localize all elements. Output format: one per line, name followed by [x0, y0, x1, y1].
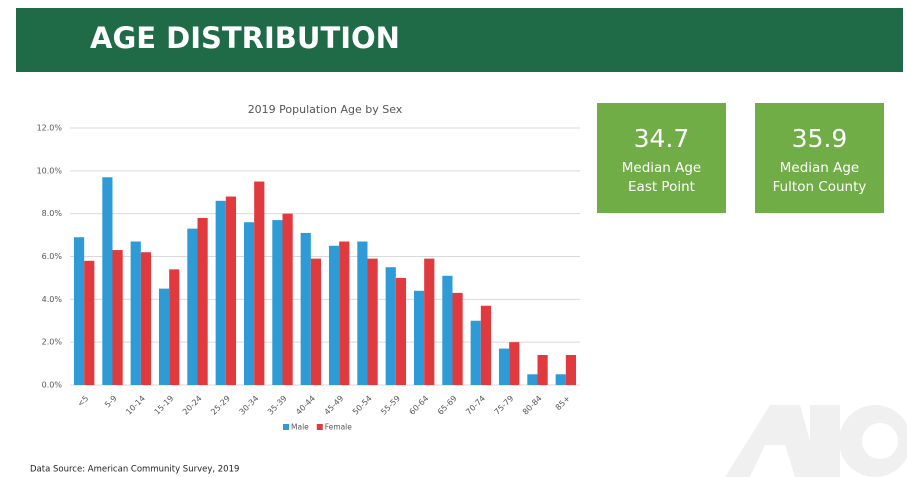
bar [385, 267, 396, 385]
bar [225, 196, 237, 385]
stat-value: 34.7 [634, 124, 690, 153]
bar [480, 305, 492, 385]
x-tick-label: 15-19 [153, 394, 176, 417]
bar [328, 245, 340, 385]
x-tick-label: 35-39 [266, 394, 289, 417]
bar [243, 222, 255, 385]
chart-title: 2019 Population Age by Sex [248, 103, 403, 116]
bar [130, 241, 141, 385]
bar [158, 288, 170, 385]
bar [112, 250, 123, 385]
stat-value: 35.9 [792, 124, 848, 153]
bar [498, 348, 510, 385]
bar [367, 258, 378, 385]
stat-place: Fulton County [773, 179, 867, 195]
y-tick-label: 12.0% [37, 124, 63, 133]
x-tick-label: 85+ [554, 394, 572, 412]
y-tick-label: 2.0% [42, 338, 63, 347]
x-tick-label: 5-9 [103, 394, 119, 410]
x-tick-label: 45-49 [323, 394, 346, 417]
bar [509, 342, 520, 385]
bar [140, 252, 152, 385]
bar [254, 181, 265, 385]
bar [187, 228, 198, 385]
bar [424, 258, 435, 385]
y-tick-label: 4.0% [42, 295, 63, 304]
x-tick-label: 50-54 [351, 394, 374, 417]
legend-label: Male [291, 423, 309, 432]
slide-title: AGE DISTRIBUTION [90, 21, 400, 55]
x-tick-label: 10-14 [124, 394, 147, 417]
bar [442, 275, 453, 385]
stat-label: Median Age [780, 160, 860, 176]
bar [215, 200, 226, 385]
y-tick-label: 10.0% [37, 166, 63, 175]
legend-swatch [316, 424, 323, 430]
bar [310, 258, 322, 385]
bar [527, 374, 538, 385]
bar [470, 320, 481, 385]
bar [452, 292, 463, 385]
x-tick-label: 70-74 [464, 394, 487, 417]
x-tick-label: 60-64 [408, 394, 431, 417]
bar [555, 374, 566, 385]
x-tick-label: 55-59 [379, 394, 402, 417]
bar [537, 355, 548, 385]
watermark [725, 405, 907, 477]
bar [102, 177, 113, 385]
data-source: Data Source: American Community Survey, … [30, 465, 239, 475]
x-tick-label: <5 [76, 394, 91, 409]
bar [272, 220, 283, 385]
x-tick-label: 80-84 [521, 394, 544, 417]
bar [339, 241, 350, 385]
stat-box [597, 103, 726, 213]
bar [413, 290, 425, 385]
x-tick-label: 20-24 [181, 394, 204, 417]
header-band [16, 8, 903, 72]
bar [565, 355, 577, 385]
bar [300, 232, 311, 385]
stat-place: East Point [628, 179, 695, 195]
bar [395, 277, 407, 385]
bar [169, 269, 180, 385]
x-tick-label: 30-34 [238, 394, 261, 417]
bar [197, 217, 208, 385]
y-tick-label: 8.0% [42, 209, 63, 218]
stat-label: Median Age [622, 160, 702, 176]
y-tick-label: 0.0% [42, 381, 63, 390]
bar [357, 241, 368, 385]
legend-label: Female [325, 423, 353, 432]
x-tick-label: 25-29 [209, 394, 232, 417]
x-tick-label: 40-44 [294, 394, 317, 417]
legend-swatch [283, 424, 289, 430]
x-tick-label: 75-79 [493, 394, 516, 417]
bar [282, 213, 293, 385]
bar [84, 260, 95, 385]
y-tick-label: 6.0% [42, 252, 63, 261]
bar [73, 237, 85, 385]
stat-box [755, 103, 884, 213]
x-tick-label: 65-69 [436, 394, 459, 417]
